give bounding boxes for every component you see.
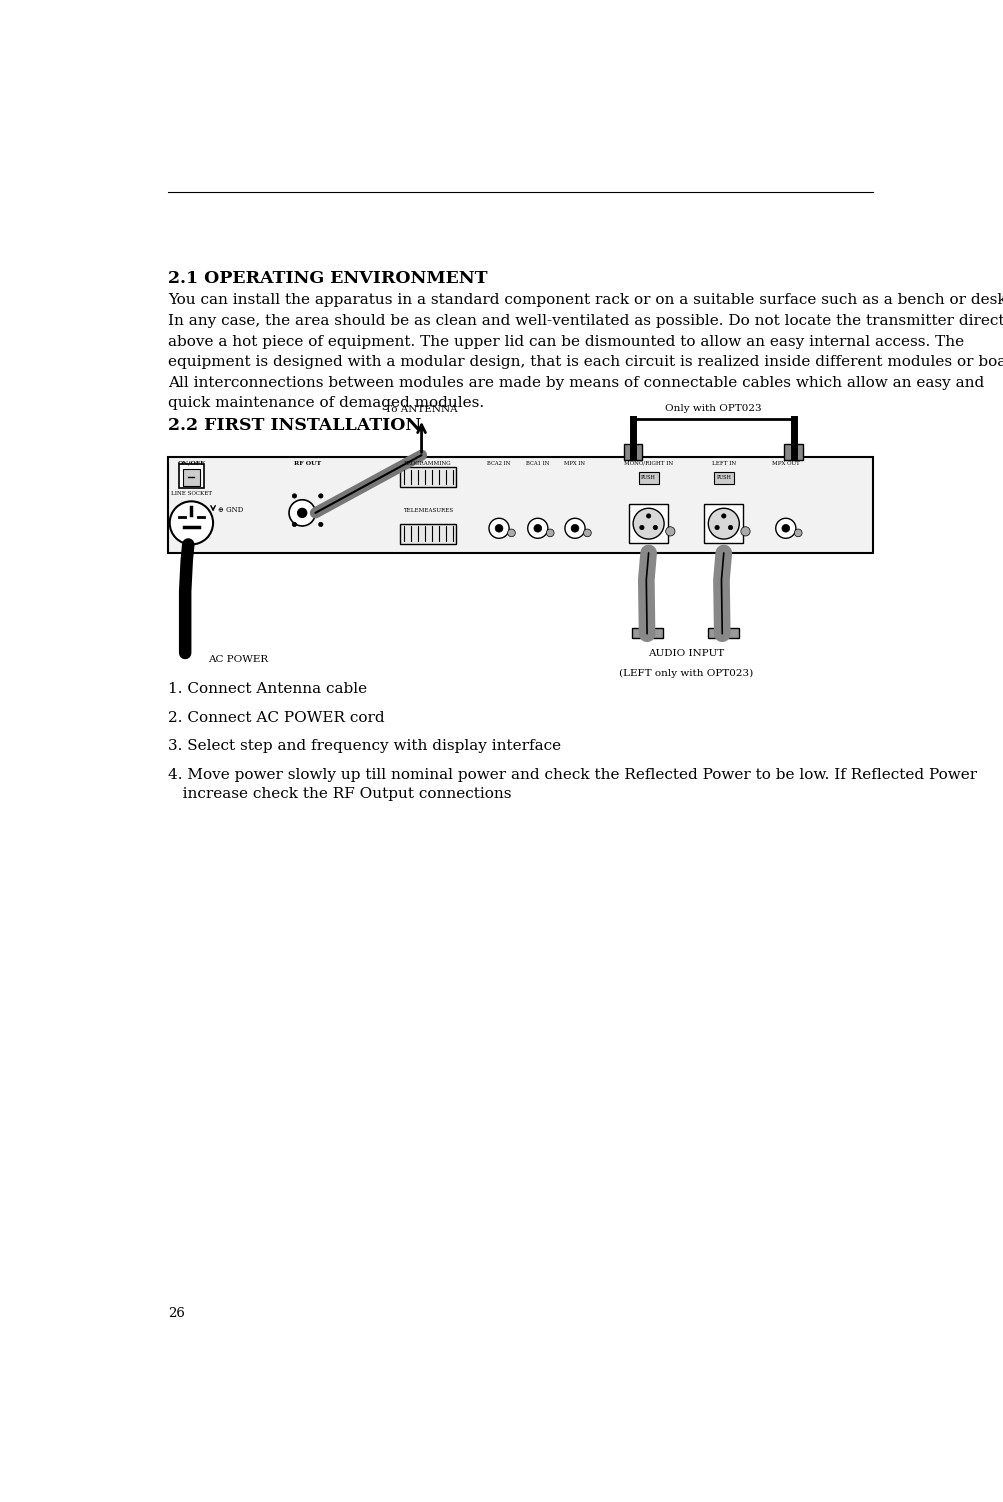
Circle shape xyxy=(508,529,515,536)
Circle shape xyxy=(646,514,650,518)
Circle shape xyxy=(639,526,644,530)
Text: MPX OUT: MPX OUT xyxy=(771,461,798,466)
Text: 26: 26 xyxy=(168,1307,185,1320)
Circle shape xyxy=(318,494,323,499)
Text: You can install the apparatus in a standard component rack or on a suitable surf: You can install the apparatus in a stand… xyxy=(168,293,1003,410)
Bar xyxy=(183,469,200,487)
Text: 2.1 OPERATING ENVIRONMENT: 2.1 OPERATING ENVIRONMENT xyxy=(168,270,487,287)
Text: To ANTENNA: To ANTENNA xyxy=(385,406,457,415)
Text: ON/OFF: ON/OFF xyxy=(178,461,205,466)
Circle shape xyxy=(583,529,591,536)
Circle shape xyxy=(653,526,657,530)
Circle shape xyxy=(727,526,732,530)
Text: 3. Select step and frequency with display interface: 3. Select step and frequency with displa… xyxy=(168,739,561,754)
Text: 2.2 FIRST INSTALLATION: 2.2 FIRST INSTALLATION xyxy=(168,416,421,434)
Text: ⊕ GND: ⊕ GND xyxy=(219,506,244,514)
Text: PUSH: PUSH xyxy=(716,475,730,481)
Circle shape xyxy=(707,508,738,539)
Circle shape xyxy=(297,508,307,518)
Text: PROGRAMMING: PROGRAMMING xyxy=(403,461,451,466)
Text: MPX IN: MPX IN xyxy=(564,461,585,466)
Circle shape xyxy=(488,518,509,538)
Text: Only with OPT023: Only with OPT023 xyxy=(664,404,761,413)
Text: RF OUT: RF OUT xyxy=(294,461,321,466)
Text: (LEFT only with OPT023): (LEFT only with OPT023) xyxy=(619,668,752,677)
Text: 1. Connect Antenna cable: 1. Connect Antenna cable xyxy=(168,682,367,697)
Bar xyxy=(629,505,667,542)
Text: LINE SOCKET: LINE SOCKET xyxy=(171,491,212,496)
Circle shape xyxy=(714,526,718,530)
Circle shape xyxy=(546,529,554,536)
Text: PUSH: PUSH xyxy=(641,475,655,481)
Bar xyxy=(623,445,642,460)
Circle shape xyxy=(721,514,725,518)
Circle shape xyxy=(494,524,503,532)
Bar xyxy=(707,628,738,638)
Text: LEFT IN: LEFT IN xyxy=(711,461,735,466)
Circle shape xyxy=(292,523,296,527)
Text: TELEMEASURES: TELEMEASURES xyxy=(402,508,452,512)
Bar xyxy=(783,445,802,460)
Circle shape xyxy=(571,524,579,532)
Circle shape xyxy=(775,518,795,538)
Text: AUDIO INPUT: AUDIO INPUT xyxy=(648,649,723,658)
Bar xyxy=(399,524,455,544)
Bar xyxy=(168,458,873,553)
Circle shape xyxy=(781,524,789,532)
Text: AC POWER: AC POWER xyxy=(209,655,268,664)
Circle shape xyxy=(633,508,663,539)
Circle shape xyxy=(565,518,585,538)
Bar xyxy=(704,505,742,542)
Text: 4. Move power slowly up till nominal power and check the Reflected Power to be l: 4. Move power slowly up till nominal pow… xyxy=(168,768,976,801)
Circle shape xyxy=(665,527,674,536)
Bar xyxy=(713,472,733,484)
Circle shape xyxy=(793,529,801,536)
Circle shape xyxy=(318,523,323,527)
Circle shape xyxy=(289,500,315,526)
Text: BCA1 IN: BCA1 IN xyxy=(526,461,549,466)
Text: BCA2 IN: BCA2 IN xyxy=(486,461,511,466)
Bar xyxy=(399,467,455,487)
Circle shape xyxy=(170,502,213,544)
Text: MONO/RIGHT IN: MONO/RIGHT IN xyxy=(624,461,673,466)
Circle shape xyxy=(534,524,542,532)
Circle shape xyxy=(528,518,548,538)
Bar xyxy=(632,628,663,638)
Text: 2. Connect AC POWER cord: 2. Connect AC POWER cord xyxy=(168,710,384,725)
Bar xyxy=(179,464,204,488)
Circle shape xyxy=(740,527,749,536)
Bar xyxy=(638,472,658,484)
Circle shape xyxy=(292,494,296,499)
